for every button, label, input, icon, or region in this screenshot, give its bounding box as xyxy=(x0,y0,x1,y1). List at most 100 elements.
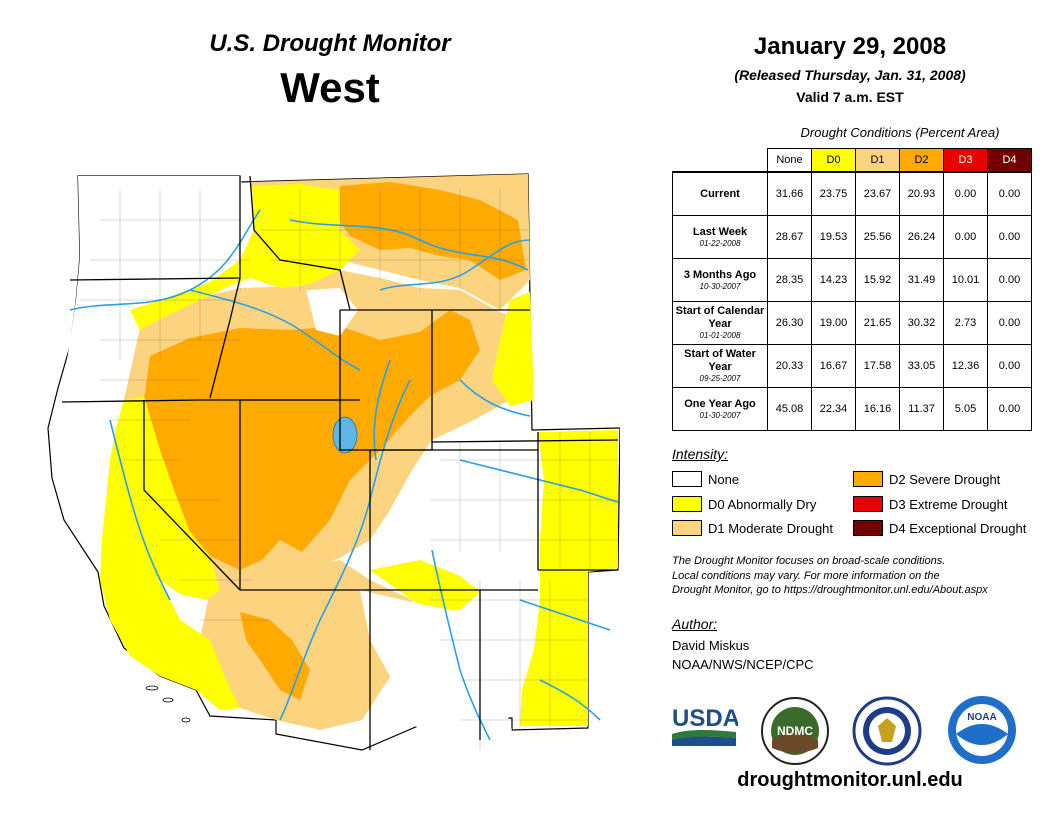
website-url[interactable]: droughtmonitor.unl.edu xyxy=(737,769,963,791)
cell-value: 33.05 xyxy=(899,344,944,388)
none-region-idaho xyxy=(306,288,358,336)
doc-seal-logo xyxy=(852,696,922,766)
cell-value: 0.00 xyxy=(987,258,1032,302)
river-yellowstone xyxy=(379,239,531,291)
col-d2: D2 xyxy=(899,148,944,173)
usda-logo: USDA xyxy=(672,705,738,746)
noaa-logo: NOAA xyxy=(948,696,1016,764)
table-header-row: None D0 D1 D2 D3 D4 xyxy=(673,148,1032,173)
legend-label: D4 Exceptional Drought xyxy=(889,520,1027,536)
col-d4: D4 xyxy=(987,148,1032,173)
rivers xyxy=(69,209,619,741)
table-row: Start of Calendar Year 01-01-2008 26.30 1… xyxy=(672,301,1032,345)
d2-region-great-basin xyxy=(144,310,480,570)
cell-value: 45.08 xyxy=(767,387,812,431)
row-label-start-water-year: Start of Water Year 09-25-2007 xyxy=(672,344,768,388)
note-line: The Drought Monitor focuses on broad-sca… xyxy=(672,555,946,567)
table-row: Start of Water Year 09-25-2007 20.33 16.6… xyxy=(672,344,1032,388)
border-wa-or xyxy=(69,277,241,281)
cell-value: 0.00 xyxy=(987,215,1032,259)
legend-swatch xyxy=(672,471,702,487)
author-name: David Miskus xyxy=(672,638,750,653)
cell-value: 15.92 xyxy=(855,258,900,302)
author-org: NOAA/NWS/NCEP/CPC xyxy=(672,657,814,672)
col-none: None xyxy=(767,148,812,173)
border-ca-nv xyxy=(143,400,241,591)
d0-region-plains xyxy=(520,430,618,726)
legend-label: D0 Abnormally Dry xyxy=(708,496,817,512)
legend-label: D3 Extreme Drought xyxy=(889,496,1008,512)
cell-value: 17.58 xyxy=(855,344,900,388)
col-d0: D0 xyxy=(811,148,856,173)
legend-swatch xyxy=(853,520,883,536)
note-line: Drought Monitor, go to https://droughtmo… xyxy=(672,584,988,596)
drought-map xyxy=(47,173,620,751)
table-caption: Drought Conditions (Percent Area) xyxy=(800,125,1000,140)
legend-swatch xyxy=(672,496,702,512)
cell-value: 11.37 xyxy=(899,387,944,431)
cell-value: 0.00 xyxy=(943,215,988,259)
ndmc-logo: NDMC xyxy=(761,697,829,765)
state-boundaries xyxy=(61,175,619,750)
ndmc-logo-text: NDMC xyxy=(777,724,813,738)
river-snake xyxy=(189,289,361,371)
cell-value: 25.56 xyxy=(855,215,900,259)
legend-item-d3: D3 Extreme Drought xyxy=(853,496,1008,512)
released-date: (Released Thursday, Jan. 31, 2008) xyxy=(734,67,966,83)
border-id-mt xyxy=(249,175,351,311)
usda-logo-text: USDA xyxy=(672,705,738,732)
none-region-new-mexico xyxy=(360,590,512,750)
channel-islands xyxy=(145,685,191,723)
col-d1: D1 xyxy=(855,148,900,173)
legend-item-d0: D0 Abnormally Dry xyxy=(672,496,816,512)
row-label-last-week: Last Week 01-22-2008 xyxy=(672,215,768,259)
cell-value: 0.00 xyxy=(987,171,1032,216)
border-co xyxy=(370,449,538,591)
row-label-one-year-ago: One Year Ago 01-30-2007 xyxy=(672,387,768,431)
cell-value: 0.00 xyxy=(987,387,1032,431)
d0-region-california xyxy=(100,396,240,710)
river-platte xyxy=(459,379,531,417)
d0-region-wyoming-east xyxy=(492,292,534,406)
cell-value: 10.01 xyxy=(943,258,988,302)
cell-value: 22.34 xyxy=(811,387,856,431)
legend-swatch xyxy=(672,520,702,536)
drought-monitor-note: The Drought Monitor focuses on broad-sca… xyxy=(672,554,1052,598)
cell-value: 0.00 xyxy=(987,344,1032,388)
col-d3: D3 xyxy=(943,148,988,173)
drought-conditions-table: None D0 D1 D2 D3 D4 Current 31.66 23.75 … xyxy=(672,148,1032,431)
cell-value: 5.05 xyxy=(943,387,988,431)
valid-time: Valid 7 a.m. EST xyxy=(796,89,904,105)
cell-value: 21.65 xyxy=(855,301,900,345)
title-line1: U.S. Drought Monitor xyxy=(209,30,451,57)
cell-value: 28.67 xyxy=(767,215,812,259)
row-label-current: Current xyxy=(672,171,768,216)
d2-region-socal xyxy=(240,612,310,700)
cell-value: 19.00 xyxy=(811,301,856,345)
river-columbia xyxy=(69,209,261,311)
none-region-colorado xyxy=(420,432,540,552)
cell-value: 28.35 xyxy=(767,258,812,302)
cell-value: 19.53 xyxy=(811,215,856,259)
river-green xyxy=(373,359,391,461)
none-region-pacific-nw xyxy=(64,176,250,380)
d0-region-four-corners xyxy=(370,560,480,612)
d0-region-idaho xyxy=(130,184,360,330)
author-title: Author: xyxy=(672,616,718,632)
cell-value: 20.93 xyxy=(899,171,944,216)
cell-value: 16.16 xyxy=(855,387,900,431)
river-colorado xyxy=(279,379,411,721)
cell-value: 0.00 xyxy=(943,171,988,216)
table-row: Last Week 01-22-2008 28.67 19.53 25.56 26… xyxy=(672,215,1032,259)
legend-item-d1: D1 Moderate Drought xyxy=(672,520,833,536)
legend-swatch xyxy=(853,496,883,512)
border-or-id xyxy=(209,176,241,399)
cell-value: 23.75 xyxy=(811,171,856,216)
river-sacramento xyxy=(109,419,171,601)
legend-label: D1 Moderate Drought xyxy=(708,520,834,536)
county-grid xyxy=(80,190,618,750)
cell-value: 26.24 xyxy=(899,215,944,259)
cell-value: 12.36 xyxy=(943,344,988,388)
river-arkansas xyxy=(459,459,619,503)
map-date: January 29, 2008 xyxy=(753,33,947,60)
